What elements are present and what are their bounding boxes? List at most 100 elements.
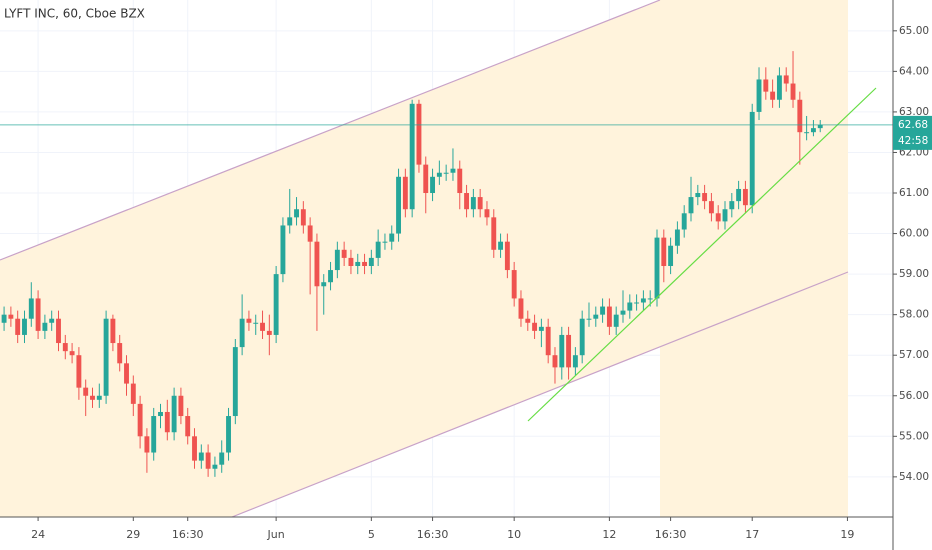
candle-body [810,128,816,133]
countdown-label: 42:58 [898,135,928,147]
candle-body [804,132,810,134]
candle-body [783,75,789,84]
x-tick-label: 10 [507,528,521,541]
candle-body [124,363,129,384]
candle-body [572,355,578,368]
candle-body [436,172,442,177]
candle-body [450,168,456,173]
candle-body [416,103,422,165]
last-price-tag: 62.68 42:58 [893,115,932,150]
candle-body [253,322,259,324]
candle-body [647,298,653,300]
candle-body [763,79,769,92]
candle-body [260,322,265,331]
candle-body [518,298,524,319]
candle-body [341,249,347,258]
candle-body [232,347,238,417]
y-tick-label: 64.00 [899,65,929,77]
x-tick-label: 19 [840,528,854,541]
x-tick-label: 16:30 [417,528,449,541]
candle-body [130,383,136,404]
candle-body [470,197,476,210]
candle-body [443,172,449,174]
channel-fill-top [660,0,848,517]
candle-body [49,318,55,323]
candle-body [164,411,170,433]
x-tick-label: 12 [602,528,616,541]
x-tick-label: 24 [31,528,45,541]
candle-body [552,355,558,368]
candle-body [532,322,538,331]
candle-body [1,314,7,323]
candle-body [198,452,204,461]
candle-body [409,103,415,210]
candle-body [239,318,245,348]
candle-body [695,193,701,198]
candle-body [402,176,408,210]
candle-body [35,298,41,331]
channel-fill [0,0,848,517]
trend-line [527,87,877,422]
y-tick-label: 59.00 [899,268,929,280]
candle-body [266,330,272,335]
candle-body [300,209,306,226]
candle-body [110,318,116,344]
candle-body [368,257,374,267]
candle-body [776,75,782,100]
candle-body [158,411,163,417]
candle-body [246,318,252,323]
candle-body [634,302,640,304]
candle-body [498,241,504,250]
candle-body [144,436,150,453]
y-tick-label: 61.00 [899,187,929,199]
candle-body [273,274,279,335]
candle-body [314,241,320,287]
candle-body [606,306,612,327]
candle-body [457,168,463,194]
candle-body [668,245,674,267]
y-tick-label: 56.00 [899,390,929,402]
candle-body [348,257,354,267]
x-tick-label: Jun [267,528,285,541]
candle-body [15,318,21,335]
candle-body [586,318,592,320]
candle-body [423,164,429,194]
candle-body [22,318,27,335]
last-price-label: 62.68 [898,119,928,131]
candle-body [321,282,327,287]
candle-body [212,464,218,469]
candle-body [504,241,510,271]
candle-body [511,270,517,299]
channel-upper [0,0,661,261]
candle-body [464,193,470,210]
candle-body [722,209,728,222]
candle-body [219,452,225,465]
candle-body [375,241,381,258]
candle-body [362,261,367,267]
candle-body [817,124,823,129]
candle-body [681,213,687,230]
candle-body [593,314,599,319]
y-tick-label: 55.00 [899,430,929,442]
candle-body [178,395,184,417]
candle-body [83,387,89,396]
candle-body [797,99,803,133]
candle-body [28,298,34,319]
candle-body [627,302,633,311]
candle-body [674,229,680,246]
candle-body [56,318,61,344]
y-tick-label: 57.00 [899,349,929,361]
candle-body [328,270,333,283]
candle-body [396,176,401,234]
candle-body [566,334,572,368]
candle-body [491,217,497,250]
candle-body [117,343,123,364]
candle-body [355,261,361,267]
y-tick-label: 60.00 [899,228,929,240]
candle-body [226,416,231,453]
candle-body [559,334,565,368]
candle-body [103,318,109,396]
candle-body [702,193,708,202]
candle-body [192,436,197,461]
y-tick-label: 65.00 [899,25,929,37]
